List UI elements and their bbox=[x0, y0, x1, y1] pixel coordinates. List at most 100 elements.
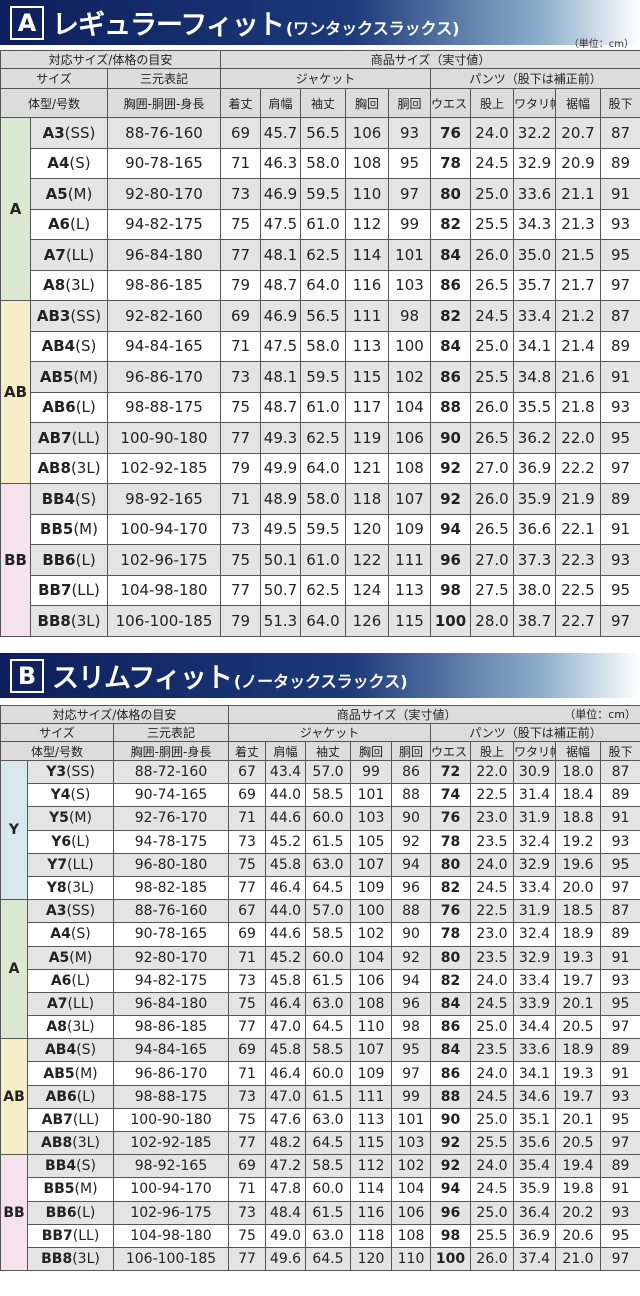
value-cell: 74 bbox=[430, 783, 471, 808]
value-cell: 103 bbox=[350, 806, 392, 831]
size-code: Y3 bbox=[46, 764, 67, 781]
value-cell: 113 bbox=[388, 574, 431, 606]
size-label: (L) bbox=[71, 833, 90, 850]
value-cell: 59.5 bbox=[300, 361, 346, 393]
title: レギュラーフィット bbox=[52, 10, 285, 41]
value-cell: 106 bbox=[388, 422, 431, 454]
size-cell: AB6(L) bbox=[30, 391, 108, 423]
value-cell: 78 bbox=[430, 922, 471, 947]
size-cell: BB8(3L) bbox=[27, 1246, 114, 1272]
value-cell: 78 bbox=[430, 147, 471, 179]
value-cell: 38.0 bbox=[513, 574, 556, 606]
size-label: (S) bbox=[75, 489, 97, 508]
data-row: A7(LL) 96-84-180 77 48.1 62.5 114 101 84 26.0 35.… bbox=[1, 239, 640, 271]
value-cell: 87 bbox=[599, 117, 640, 149]
size-cell: AB3(SS) bbox=[30, 300, 108, 332]
data-row: A7(LL) 96-84-180 75 46.4 63.0 108 96 84 24.5 33.9… bbox=[1, 991, 640, 1017]
value-cell: 21.8 bbox=[555, 391, 601, 423]
value-cell: 114 bbox=[345, 239, 389, 271]
header-cell: 胴回 bbox=[391, 741, 431, 761]
value-cell: 122 bbox=[345, 544, 389, 576]
value-cell: 21.0 bbox=[555, 1246, 601, 1272]
value-cell: 94-78-175 bbox=[113, 829, 229, 854]
value-cell: 21.5 bbox=[555, 239, 601, 271]
size-cell: BB5(M) bbox=[27, 1177, 114, 1202]
value-cell: 18.9 bbox=[555, 922, 601, 947]
size-label: (SS) bbox=[64, 123, 96, 142]
value-cell: 75 bbox=[228, 1107, 266, 1133]
value-cell: 112 bbox=[350, 1154, 392, 1179]
size-label: (M) bbox=[73, 520, 98, 539]
value-cell: 56.5 bbox=[300, 117, 346, 149]
value-cell: 102-96-175 bbox=[113, 1200, 229, 1225]
value-cell: 98-82-185 bbox=[113, 875, 229, 901]
size-code: AB6 bbox=[42, 398, 76, 417]
size-label: (S) bbox=[70, 787, 91, 804]
size-code: A4 bbox=[47, 154, 70, 173]
value-cell: 21.2 bbox=[555, 300, 601, 332]
value-cell: 64.5 bbox=[305, 1015, 351, 1040]
unit: （単位：cm） bbox=[564, 708, 637, 721]
value-cell: 90 bbox=[391, 806, 431, 831]
value-cell: 22.5 bbox=[470, 899, 514, 924]
value-cell: 93 bbox=[599, 544, 640, 576]
value-cell: 32.9 bbox=[513, 852, 556, 877]
size-label: (SS) bbox=[70, 306, 102, 325]
data-row: AB5(M) 96-86-170 73 48.1 59.5 115 102 86 25.5 34.… bbox=[1, 361, 640, 393]
value-cell: 82 bbox=[430, 300, 471, 332]
value-cell: 44.6 bbox=[265, 922, 306, 947]
size-cell: A5(M) bbox=[30, 178, 108, 210]
value-cell: 49.0 bbox=[265, 1223, 306, 1248]
value-cell: 121 bbox=[345, 452, 389, 484]
value-cell: 116 bbox=[345, 269, 389, 301]
value-cell: 37.3 bbox=[513, 544, 556, 576]
value-cell: 32.4 bbox=[513, 829, 556, 854]
value-cell: 19.6 bbox=[555, 852, 601, 877]
header-row: 対応サイズ/体格の目安 商品サイズ（実寸値） bbox=[0, 50, 640, 69]
value-cell: 71 bbox=[220, 330, 261, 362]
value-cell: 23.5 bbox=[470, 945, 514, 970]
value-cell: 31.9 bbox=[513, 806, 556, 831]
value-cell: 58.0 bbox=[300, 483, 346, 515]
data-row: AB4(S) 94-84-165 71 47.5 58.0 113 100 84 25.0 34.… bbox=[1, 330, 640, 362]
size-code: BB4 bbox=[45, 1158, 77, 1175]
value-cell: 92 bbox=[430, 483, 471, 515]
value-cell: 108 bbox=[345, 147, 389, 179]
header-row: サイズ 三元表記 ジャケット パンツ（股下は補正前） bbox=[0, 68, 640, 89]
value-cell: 63.0 bbox=[305, 852, 351, 877]
value-cell: 58.0 bbox=[300, 147, 346, 179]
value-cell: 35.9 bbox=[513, 1177, 556, 1202]
value-cell: 77 bbox=[228, 1015, 266, 1040]
data-row: BB8(3L) 106-100-185 77 49.6 64.5 120 110 100 26.… bbox=[1, 1246, 640, 1272]
size-cell: A5(M) bbox=[27, 945, 114, 970]
size-cell: Y3(SS) bbox=[27, 759, 114, 785]
value-cell: 18.4 bbox=[555, 783, 601, 808]
value-cell: 89 bbox=[599, 1154, 640, 1179]
data-row: A5(M) 92-80-170 73 46.9 59.5 110 97 80 25.0 33.6 2… bbox=[1, 178, 640, 210]
value-cell: 33.4 bbox=[513, 875, 556, 901]
value-cell: 97 bbox=[599, 269, 640, 301]
data-row: A8(3L) 98-86-185 77 47.0 64.5 110 98 86 25.0 34.4… bbox=[1, 1015, 640, 1040]
size-cell: BB8(3L) bbox=[30, 605, 108, 637]
data-row: Y7(LL) 96-80-180 75 45.8 63.0 107 94 80 24.0 32.9… bbox=[1, 852, 640, 877]
value-cell: 58.5 bbox=[305, 1154, 351, 1179]
size-label: (L) bbox=[76, 1204, 96, 1221]
value-cell: 47.0 bbox=[265, 1084, 306, 1109]
value-cell: 93 bbox=[388, 117, 431, 149]
size-code: BB5 bbox=[40, 520, 74, 539]
value-cell: 19.3 bbox=[555, 1061, 601, 1086]
size-code: A8 bbox=[46, 1019, 67, 1036]
size-cell: A3(SS) bbox=[27, 899, 114, 924]
header-cell: パンツ（股下は補正前） bbox=[429, 68, 640, 89]
value-cell: 97 bbox=[599, 1246, 640, 1272]
value-cell: 90-74-165 bbox=[113, 783, 229, 808]
size-cell: Y8(3L) bbox=[27, 875, 114, 901]
value-cell: 46.4 bbox=[265, 991, 306, 1017]
header-cell: 三元表記 bbox=[107, 68, 221, 89]
title: スリムフィット bbox=[52, 663, 233, 694]
value-cell: 88 bbox=[391, 783, 431, 808]
value-cell: 119 bbox=[345, 422, 389, 454]
size-code: Y4 bbox=[50, 787, 71, 804]
value-cell: 93 bbox=[599, 391, 640, 423]
body-type: Y bbox=[0, 759, 28, 901]
